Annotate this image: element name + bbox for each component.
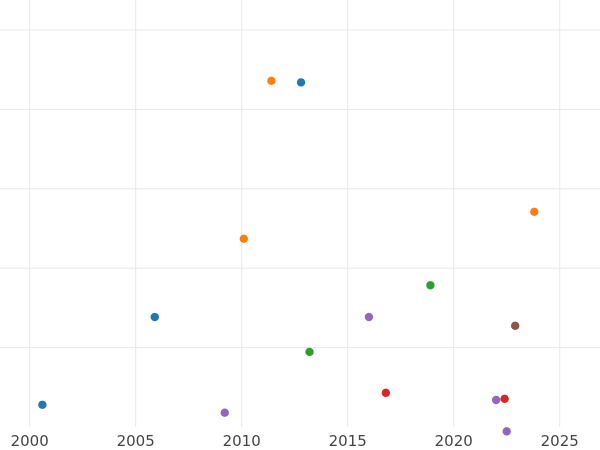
x-tick-label: 2015: [329, 432, 367, 450]
data-points: [38, 76, 539, 436]
data-point: [305, 347, 314, 357]
data-point: [381, 388, 391, 398]
data-point: [150, 312, 159, 322]
x-tick-label: 2025: [541, 432, 579, 450]
x-tick-label: 2010: [223, 432, 261, 450]
data-point: [267, 76, 276, 86]
data-point: [220, 408, 229, 417]
x-axis-ticks: 2000 2005 2010 2015 2020 2025: [11, 432, 579, 450]
data-point: [500, 394, 509, 404]
x-tick-label: 2020: [435, 432, 473, 450]
data-point: [502, 427, 511, 436]
data-point: [426, 281, 435, 290]
data-point: [239, 234, 249, 244]
data-point: [296, 78, 306, 87]
data-point: [530, 207, 539, 217]
x-tick-label: 2000: [11, 432, 49, 450]
data-point: [38, 400, 47, 409]
x-tick-label: 2005: [117, 432, 155, 450]
data-point: [364, 312, 374, 322]
data-point: [510, 321, 520, 330]
data-point: [491, 395, 501, 405]
grid: [0, 0, 600, 427]
